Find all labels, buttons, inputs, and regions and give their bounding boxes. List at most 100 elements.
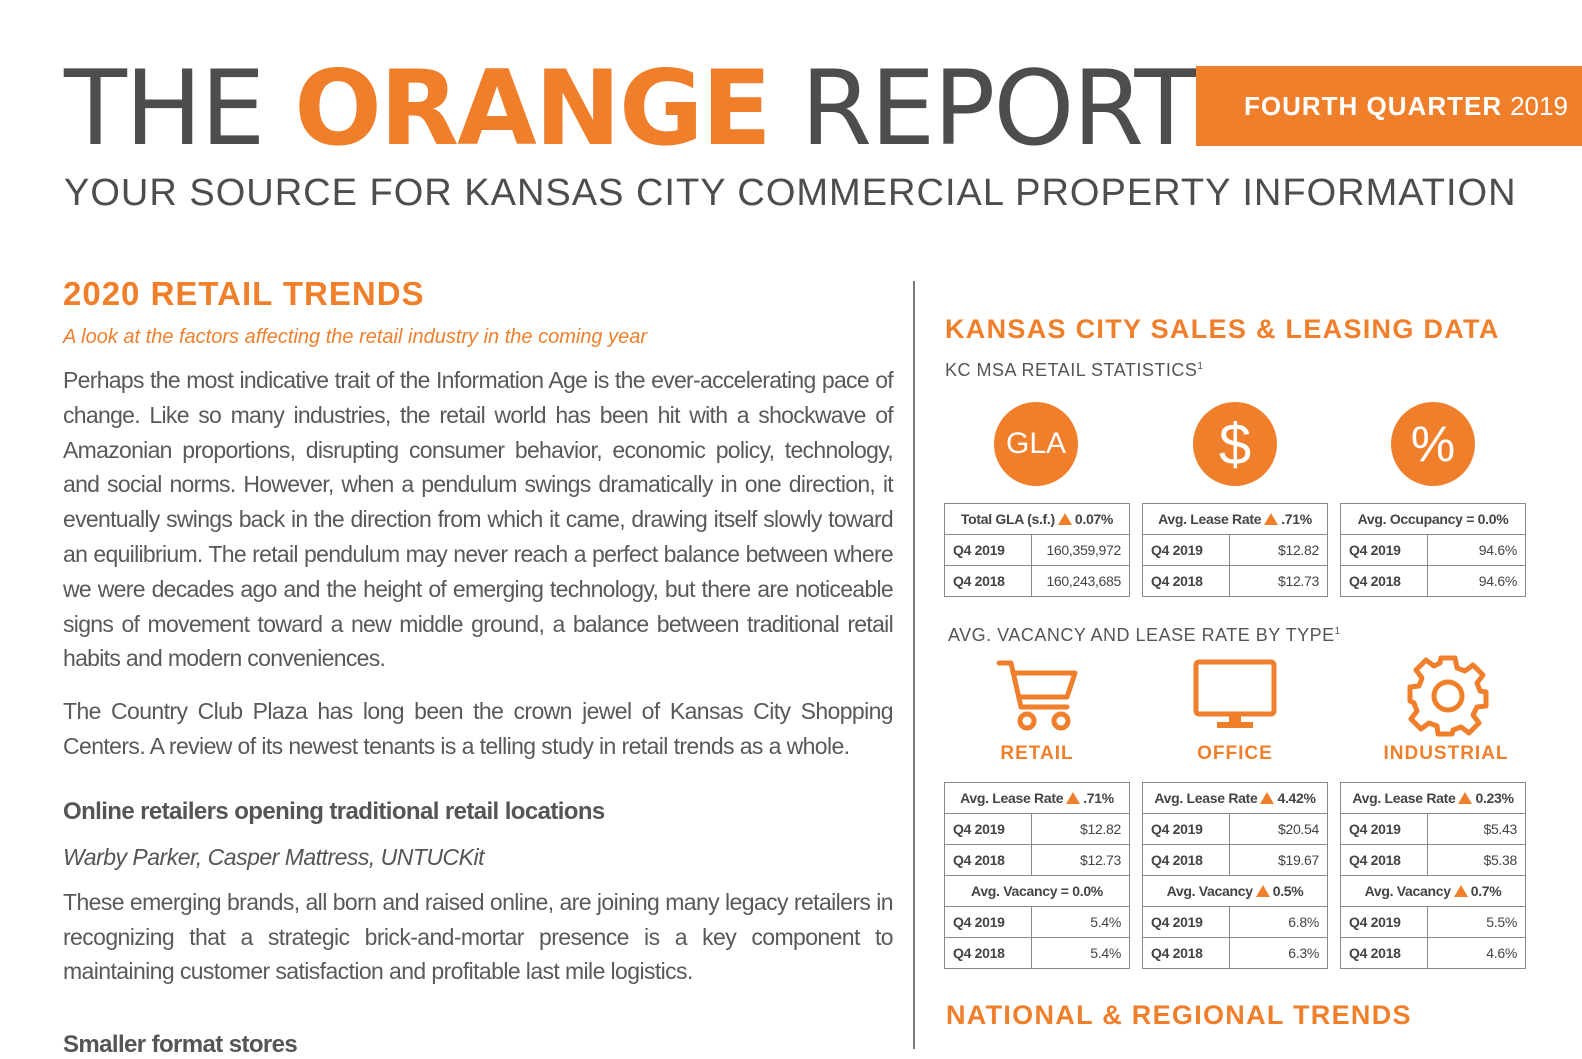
up-triangle-icon — [1453, 885, 1468, 897]
row-value: 6.8% — [1229, 906, 1328, 938]
table-row: Q4 2018 160,243,685 — [944, 565, 1130, 597]
row-value: $20.54 — [1229, 813, 1328, 845]
masthead-word-the: THE — [64, 49, 265, 169]
quarter-badge: FOURTH QUARTER 2019 — [1196, 66, 1582, 146]
table-header: Avg. Vacancy 0.7% — [1340, 875, 1526, 907]
gla-icon: GLA — [994, 402, 1078, 486]
quarter-year: 2019 — [1510, 91, 1568, 121]
industrial-table: Avg. Lease Rate 0.23% Q4 2019 $5.43 Q4 2018 $… — [1340, 782, 1526, 969]
percent-icon: % — [1391, 402, 1475, 486]
row-value: 160,243,685 — [1031, 565, 1130, 597]
tagline: YOUR SOURCE FOR KANSAS CITY COMMERCIAL P… — [64, 172, 1517, 214]
row-value: $5.38 — [1427, 844, 1526, 876]
header-label: Avg. Occupancy = 0.0% — [1357, 511, 1509, 527]
up-triangle-icon — [1057, 513, 1072, 525]
header-change: 0.7% — [1470, 883, 1502, 899]
row-value: $12.82 — [1229, 534, 1328, 566]
row-period: Q4 2019 — [1340, 534, 1428, 566]
header-change: 4.42% — [1277, 790, 1316, 806]
up-triangle-icon — [1066, 792, 1081, 804]
row-period: Q4 2019 — [1142, 813, 1230, 845]
gear-icon — [1407, 655, 1489, 737]
row-value: 5.4% — [1031, 906, 1130, 938]
type-label-office: OFFICE — [1197, 743, 1273, 764]
up-triangle-icon — [1255, 885, 1270, 897]
cart-icon — [996, 660, 1078, 731]
header-label: Avg. Lease Rate — [1154, 790, 1258, 806]
up-triangle-icon — [1264, 513, 1279, 525]
monitor-icon — [1193, 659, 1277, 728]
table-row: Q4 2018 $5.38 — [1340, 844, 1526, 876]
sidebar-title: KANSAS CITY SALES & LEASING DATA — [945, 314, 1500, 344]
article-title: 2020 RETAIL TRENDS — [63, 275, 425, 312]
brand-list: Warby Parker, Casper Mattress, UNTUCKit — [63, 843, 485, 870]
table-row: Q4 2019 6.8% — [1142, 906, 1328, 938]
row-period: Q4 2018 — [1142, 937, 1230, 969]
type-stats-subtitle: AVG. VACANCY AND LEASE RATE BY TYPE1 — [948, 625, 1341, 645]
table-header: Avg. Vacancy = 0.0% — [944, 875, 1130, 907]
table-row: Q4 2019 160,359,972 — [944, 534, 1130, 566]
heading-smaller-format: Smaller format stores — [63, 1031, 298, 1059]
article-column: 2020 RETAIL TRENDS A look at the factors… — [63, 270, 894, 1059]
lease-rate-table: Avg. Lease Rate .71% Q4 2019 $12.82 Q4 2018 $… — [1142, 503, 1328, 597]
row-period: Q4 2019 — [944, 906, 1032, 938]
dollar-icon: $ — [1193, 402, 1277, 486]
row-value: $12.73 — [1229, 565, 1328, 597]
header-label: Avg. Vacancy — [1364, 883, 1451, 899]
header-label: Avg. Lease Rate — [1352, 790, 1456, 806]
row-value: $12.82 — [1031, 813, 1130, 845]
row-value: 5.5% — [1427, 906, 1526, 938]
table-header: Avg. Lease Rate .71% — [1142, 503, 1328, 535]
article-paragraph-2: The Country Club Plaza has long been the… — [63, 698, 894, 759]
header-change: 0.5% — [1272, 883, 1304, 899]
row-period: Q4 2018 — [944, 565, 1032, 597]
retail-table: Avg. Lease Rate .71% Q4 2019 $12.82 Q4 2018 $… — [944, 782, 1130, 969]
table-row: Q4 2018 $12.73 — [944, 844, 1130, 876]
header-label: Avg. Vacancy — [1166, 883, 1253, 899]
table-header: Avg. Lease Rate .71% — [944, 782, 1130, 814]
table-header: Avg. Occupancy = 0.0% — [1340, 503, 1526, 535]
up-triangle-icon — [1458, 792, 1473, 804]
row-period: Q4 2018 — [944, 844, 1032, 876]
up-triangle-icon — [1260, 792, 1275, 804]
row-period: Q4 2018 — [944, 937, 1032, 969]
row-period: Q4 2019 — [944, 813, 1032, 845]
table-header: Avg. Lease Rate 4.42% — [1142, 782, 1328, 814]
msa-stats-subtitle: KC MSA RETAIL STATISTICS1 — [945, 360, 1204, 380]
header-label: Avg. Lease Rate — [960, 790, 1064, 806]
masthead-word-report: REPORT — [800, 49, 1198, 169]
heading-online-retailers: Online retailers opening traditional ret… — [63, 797, 605, 825]
table-row: Q4 2018 4.6% — [1340, 937, 1526, 969]
row-period: Q4 2018 — [1340, 937, 1428, 969]
table-row: Q4 2019 $12.82 — [1142, 534, 1328, 566]
row-period: Q4 2019 — [1340, 813, 1428, 845]
column-divider — [913, 281, 915, 1049]
row-value: 5.4% — [1031, 937, 1130, 969]
table-row: Q4 2018 94.6% — [1340, 565, 1526, 597]
row-period: Q4 2018 — [1340, 844, 1428, 876]
row-period: Q4 2018 — [1142, 844, 1230, 876]
table-row: Q4 2019 $5.43 — [1340, 813, 1526, 845]
office-table: Avg. Lease Rate 4.42% Q4 2019 $20.54 Q4 2018… — [1142, 782, 1328, 969]
table-row: Q4 2018 $19.67 — [1142, 844, 1328, 876]
header-label: Avg. Lease Rate — [1158, 511, 1262, 527]
article-paragraph-3: These emerging brands, all born and rais… — [63, 888, 894, 985]
occupancy-table: Avg. Occupancy = 0.0% Q4 2019 94.6% Q4 2018… — [1340, 503, 1526, 597]
row-value: $12.73 — [1031, 844, 1130, 876]
header-change: 0.07% — [1074, 511, 1114, 527]
row-period: Q4 2019 — [1142, 534, 1230, 566]
row-value: 94.6% — [1427, 534, 1526, 566]
row-value: 160,359,972 — [1031, 534, 1130, 566]
type-label-retail: RETAIL — [1000, 743, 1074, 764]
header-label: Avg. Vacancy = 0.0% — [971, 883, 1103, 899]
masthead-title: THE ORANGE REPORT — [64, 54, 1197, 164]
row-value: 4.6% — [1427, 937, 1526, 969]
quarter-label: FOURTH QUARTER — [1244, 91, 1503, 121]
table-header: Avg. Lease Rate 0.23% — [1340, 782, 1526, 814]
header-change: .71% — [1083, 790, 1114, 806]
row-period: Q4 2018 — [1340, 565, 1428, 597]
table-row: Q4 2019 94.6% — [1340, 534, 1526, 566]
table-row: Q4 2019 5.5% — [1340, 906, 1526, 938]
table-row: Q4 2018 $12.73 — [1142, 565, 1328, 597]
article-paragraph-1: Perhaps the most indicative trait of the… — [63, 367, 894, 672]
